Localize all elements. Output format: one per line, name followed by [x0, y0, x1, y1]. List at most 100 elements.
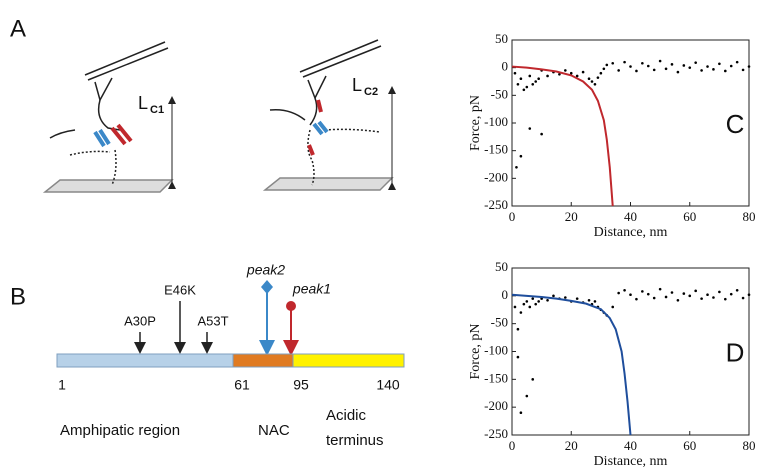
y-tick-label: -50: [491, 315, 508, 330]
data-point: [646, 292, 650, 296]
data-point: [670, 291, 674, 294]
data-point: [593, 300, 597, 303]
data-point: [712, 296, 715, 299]
x-axis-label: Distance, nm: [594, 454, 668, 469]
data-point: [516, 327, 520, 331]
x-tick-label: 0: [509, 438, 516, 453]
x-tick-label: 20: [565, 438, 578, 453]
helix-blue: [312, 120, 329, 136]
y-axis-label: Force, pN: [468, 95, 483, 151]
y-tick-label: -200: [484, 169, 508, 184]
data-point: [569, 71, 573, 75]
peak-marker: [261, 280, 273, 294]
data-point: [635, 297, 638, 301]
mutation-label: A30P: [124, 313, 156, 328]
plot-frame: [511, 267, 750, 436]
data-point: [611, 61, 615, 65]
helix-red: [307, 99, 323, 156]
data-point: [664, 295, 668, 299]
data-point: [700, 69, 703, 72]
panel-label: D: [726, 338, 745, 368]
region-label: terminus: [326, 432, 384, 449]
data-point: [688, 294, 692, 298]
y-tick-label: -200: [484, 398, 508, 413]
data-point: [646, 64, 650, 68]
data-point: [700, 297, 703, 300]
data-point: [575, 297, 579, 300]
data-point: [522, 88, 526, 92]
x-tick-label: 80: [743, 209, 756, 224]
data-point: [587, 298, 591, 302]
y-tick-label: -100: [484, 342, 508, 357]
data-point: [564, 296, 567, 299]
data-point: [712, 68, 715, 71]
data-point: [587, 77, 591, 81]
y-tick-label: -250: [484, 197, 508, 212]
data-point: [729, 64, 733, 68]
data-point: [617, 291, 620, 295]
panel-label: B: [10, 283, 26, 310]
y-tick-label: -150: [484, 142, 508, 157]
x-axis-label: Distance, nm: [594, 225, 668, 240]
panel-label: A: [10, 15, 26, 42]
data-point: [617, 69, 620, 72]
data-point: [652, 296, 656, 300]
data-point: [528, 74, 532, 78]
data-point: [599, 71, 603, 75]
data-point: [741, 296, 745, 300]
chain-dotted: [307, 128, 381, 186]
data-point: [519, 311, 523, 314]
data-point: [602, 67, 606, 71]
data-point: [682, 292, 686, 295]
data-point: [575, 74, 579, 78]
peak-label: peak1: [292, 281, 331, 297]
data-point: [676, 298, 680, 302]
fit-curve: [511, 65, 614, 207]
data-point: [741, 68, 745, 72]
data-point: [513, 305, 517, 309]
data-point: [706, 65, 709, 68]
chain: [269, 97, 318, 126]
x-tick-label: 40: [624, 209, 637, 224]
data-point: [531, 82, 535, 86]
y-tick-label: -50: [491, 86, 508, 101]
surface: [42, 179, 174, 193]
data-point: [534, 302, 537, 306]
data-point: [519, 154, 523, 158]
mutation-label: A53T: [197, 313, 228, 328]
data-point: [658, 287, 662, 291]
data-point: [537, 300, 540, 303]
y-tick-label: 50: [495, 31, 508, 46]
data-point: [522, 302, 526, 306]
data-point: [729, 292, 733, 296]
data-point: [552, 294, 555, 298]
data-point: [635, 69, 638, 73]
data-point: [641, 290, 644, 293]
data-point: [540, 132, 543, 136]
data-point: [724, 69, 727, 73]
data-point: [525, 300, 529, 303]
data-point: [516, 355, 520, 359]
data-point: [747, 293, 751, 297]
fit-curve: [511, 293, 632, 436]
data-point: [516, 82, 520, 86]
data-point: [676, 70, 680, 74]
data-point: [735, 60, 739, 64]
surface: [262, 177, 394, 191]
data-point: [682, 64, 686, 67]
data-point: [537, 77, 540, 81]
y-tick-label: -150: [484, 370, 508, 385]
data-point: [623, 60, 626, 64]
data-point: [611, 305, 615, 309]
region-label: NAC: [258, 422, 290, 439]
data-point: [513, 71, 517, 75]
data-point: [747, 65, 751, 68]
data-point: [596, 76, 600, 79]
data-point: [658, 59, 662, 63]
data-point: [718, 62, 721, 66]
data-point: [706, 293, 709, 297]
data-point: [546, 74, 549, 78]
region-amphipatic: [56, 353, 234, 368]
x-tick-label: 60: [683, 209, 696, 224]
